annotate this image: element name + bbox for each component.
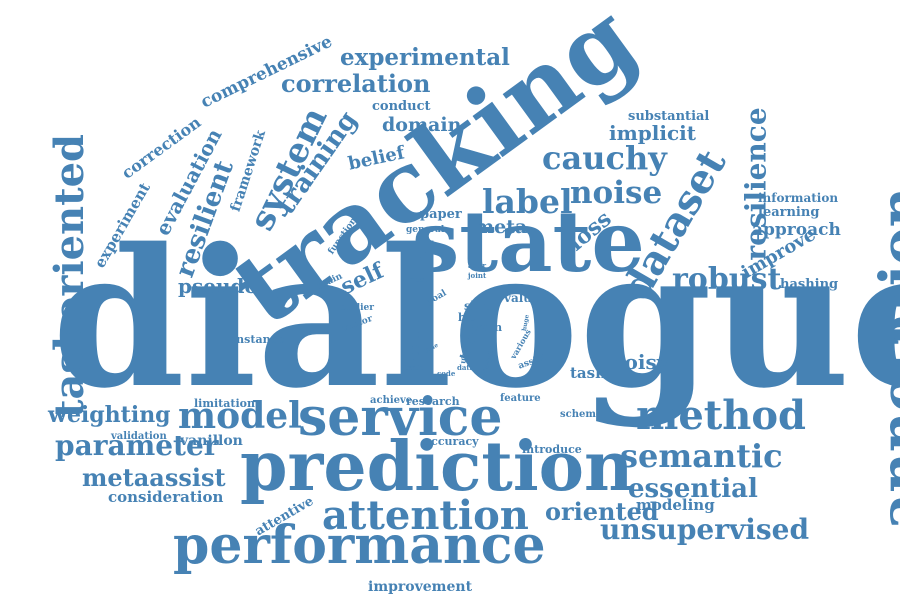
word-pseudo: pseudo — [178, 274, 258, 298]
word-limitation: limitation — [194, 397, 255, 410]
word-general: general — [406, 225, 445, 235]
word-semantic: semantic — [620, 437, 783, 475]
word-joint: joint — [468, 271, 487, 280]
word-accuracy: accuracy — [424, 435, 479, 448]
word-modeling: modeling — [636, 496, 715, 514]
word-achieve: achieve — [370, 395, 413, 406]
word-code: code — [437, 369, 456, 378]
word-annotation: annotation — [868, 186, 900, 530]
word-bit: bit — [458, 311, 475, 324]
word-result: result — [407, 319, 424, 367]
word-conduct: conduct — [372, 99, 431, 114]
word-issue: issue — [404, 363, 425, 372]
word-weighting: weighting — [48, 402, 171, 428]
word-performance: performance — [173, 515, 546, 576]
word-value: value — [504, 291, 540, 305]
word-cauchy: cauchy — [542, 139, 667, 177]
word-parameter: parameter — [55, 429, 219, 462]
word-validation: validation — [111, 431, 167, 442]
word-introduce: introduce — [522, 443, 582, 456]
word-instance: instance — [232, 333, 285, 346]
word-train: train — [472, 321, 503, 334]
word-metaassist: metaassist — [82, 463, 226, 492]
word-service: service — [298, 387, 503, 448]
word-feature: feature — [500, 393, 541, 404]
word-correlation: correlation — [281, 69, 431, 98]
word-vanillon: vanillon — [180, 433, 243, 449]
word-improvement: improvement — [368, 579, 473, 595]
word-taskoriented: taskoriented — [46, 133, 94, 419]
word-unsupervised: unsupervised — [600, 513, 810, 546]
word-slot: slot — [464, 299, 489, 313]
word-research: research — [406, 395, 460, 408]
word-robust: robust — [672, 262, 782, 297]
word-essential: essential — [628, 474, 758, 504]
word-prediction: prediction — [240, 427, 634, 507]
word-method: method — [636, 392, 806, 439]
word-domain: domain — [382, 114, 462, 136]
word-label: label — [482, 182, 573, 221]
word-approach: approach — [752, 220, 841, 240]
word-substantial: substantial — [628, 109, 710, 124]
word-paper: paper — [420, 207, 462, 222]
word-meta: meta — [474, 216, 528, 238]
word-oriented: oriented — [545, 497, 659, 526]
word-state: state — [412, 192, 645, 291]
word-attention: attention — [322, 492, 529, 539]
word-implicit: implicit — [609, 121, 696, 145]
word-task: task — [570, 364, 606, 382]
word-outlier: outlier — [340, 303, 375, 313]
word-noisy: noisy — [610, 350, 669, 374]
word-addr: addr — [468, 261, 487, 270]
word-noise: noise — [570, 175, 663, 211]
word-consideration: consideration — [108, 488, 224, 506]
word-information: information — [758, 191, 839, 205]
word-most: most — [408, 275, 428, 284]
word-learning: learning — [758, 205, 820, 220]
word-scheme: scheme — [560, 409, 603, 420]
word-model: model — [178, 395, 302, 437]
word-experimental: experimental — [340, 44, 510, 71]
word-hashing: hashing — [780, 277, 839, 292]
word-data: data — [457, 363, 475, 372]
word-dialogue: dialogue — [52, 207, 900, 430]
